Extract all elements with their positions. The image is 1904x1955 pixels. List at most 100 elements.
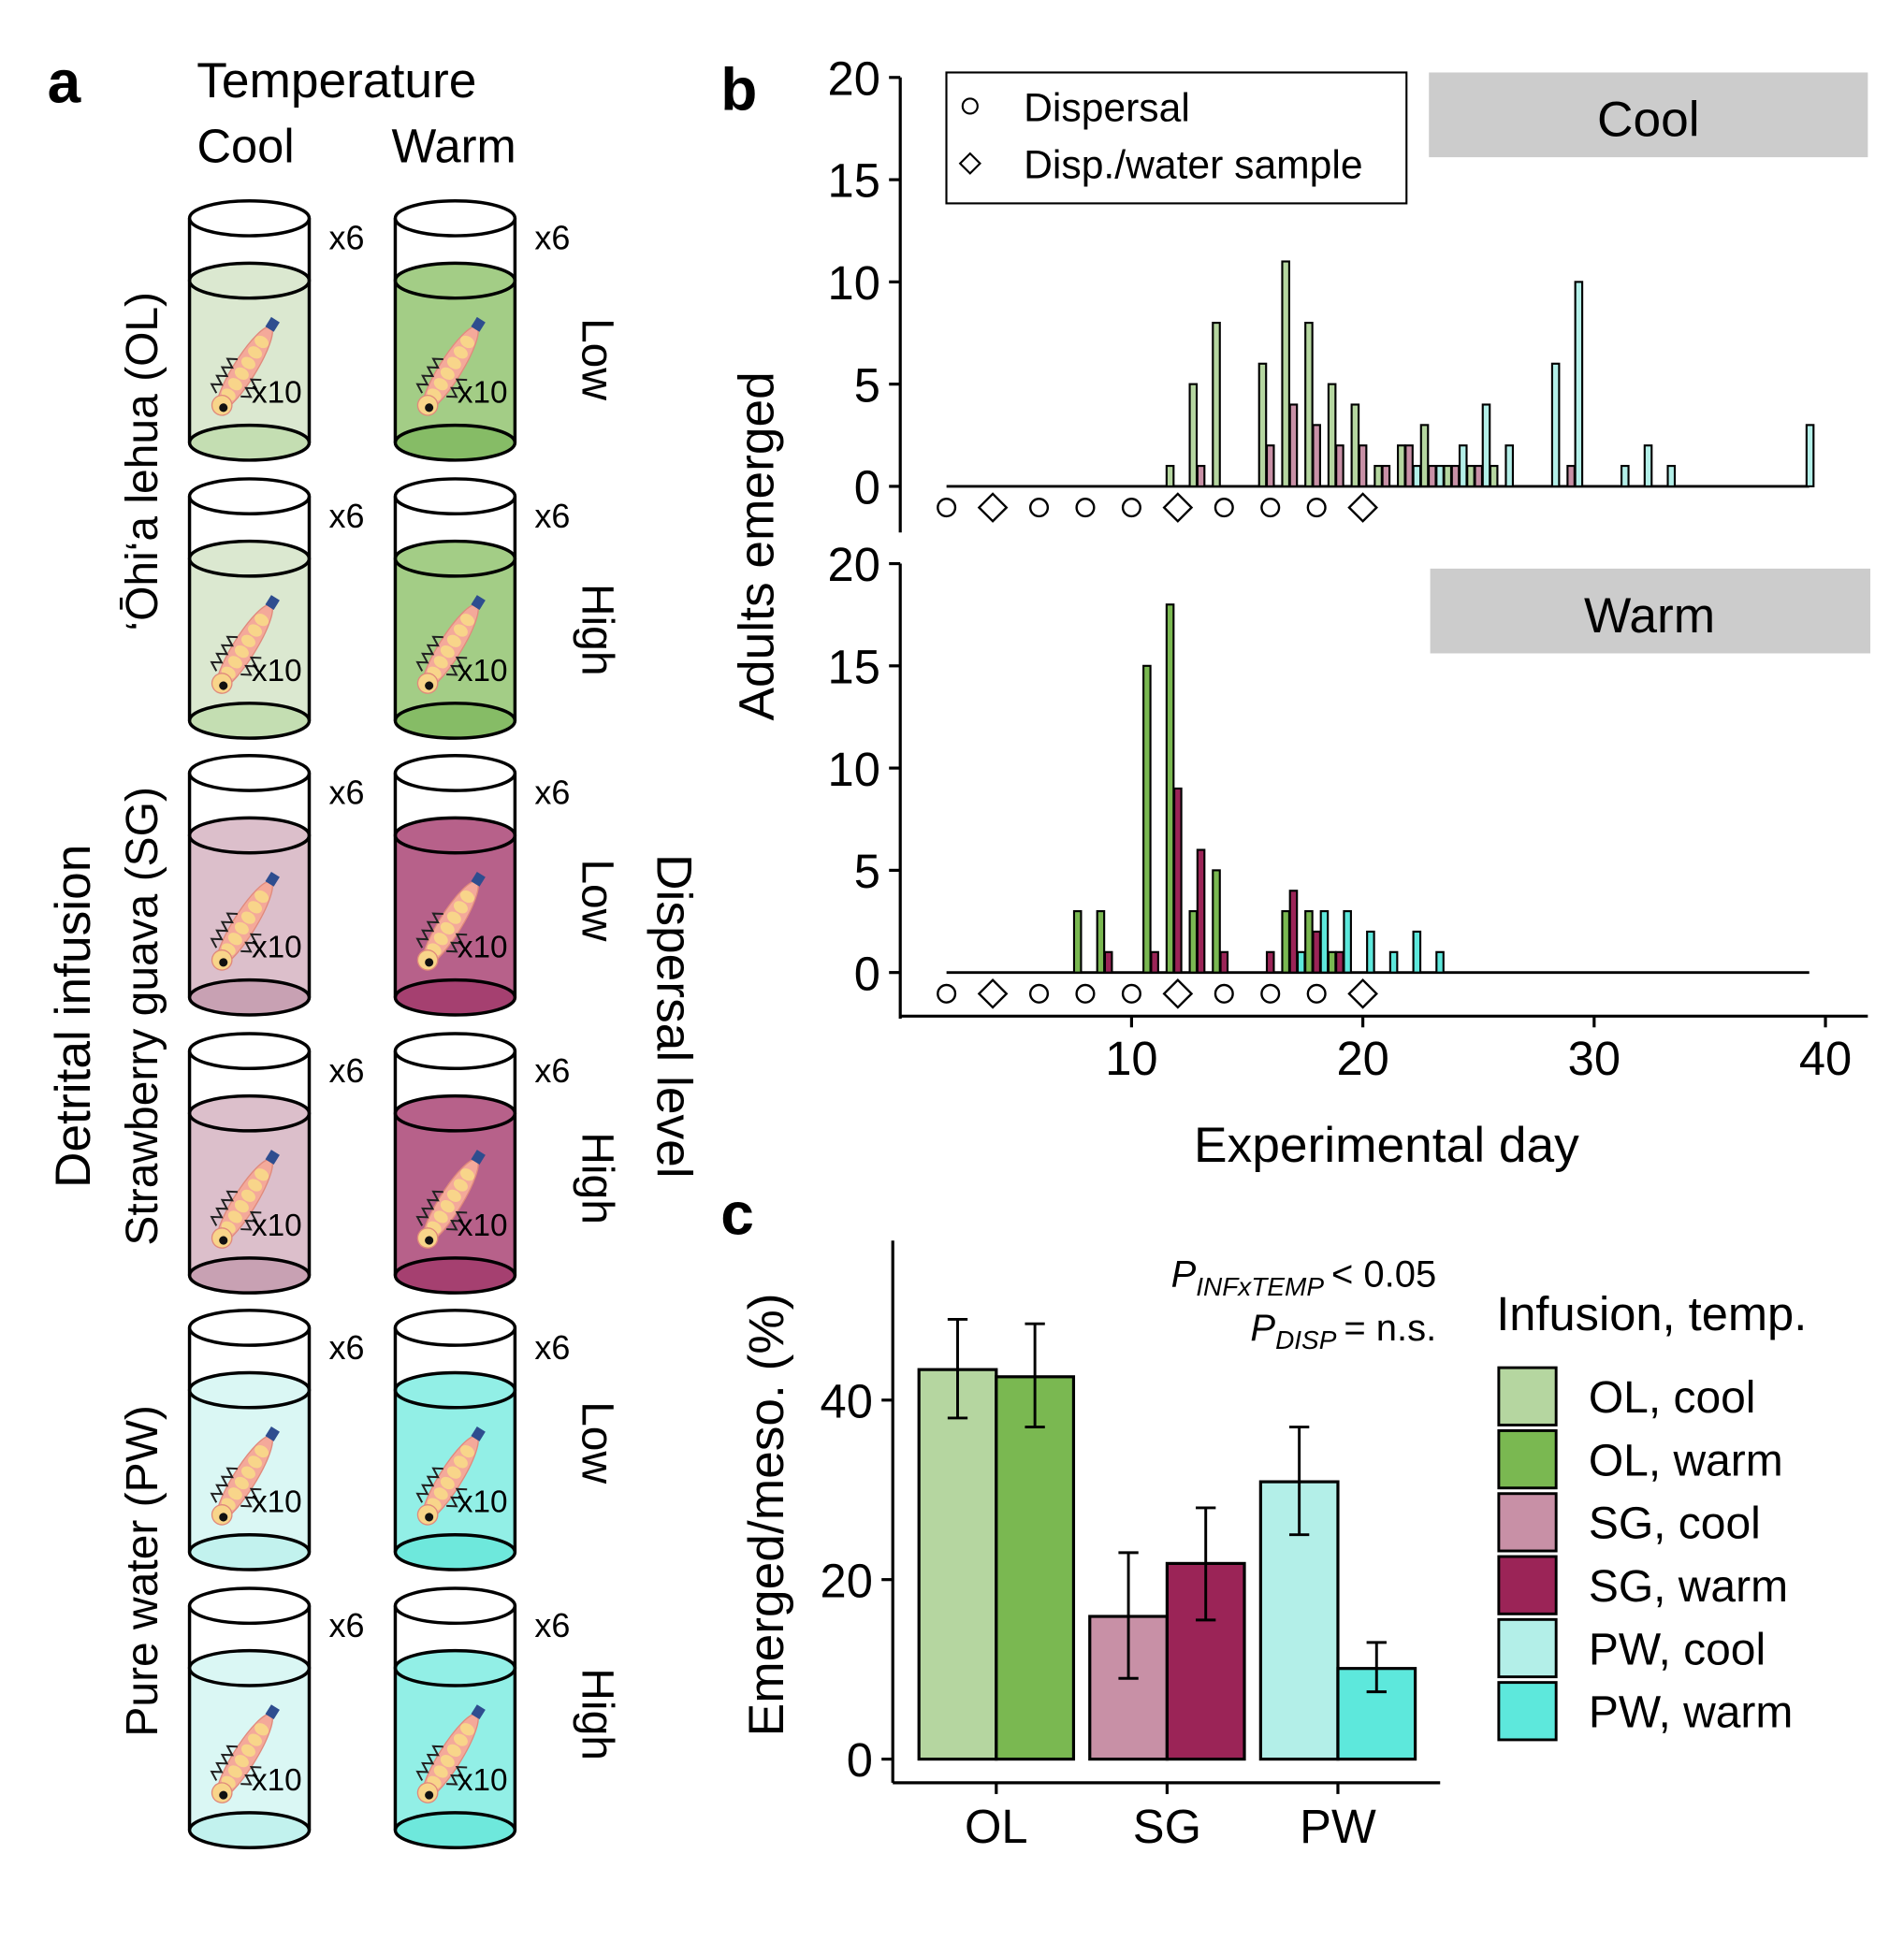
mesocosm-jar-pw-warm-low: x10 x6: [393, 1309, 570, 1571]
legend-items: OL, cool OL, warm SG, cool SG, warm PW, cool…: [1497, 1366, 1793, 1742]
y-tick-label: 20: [828, 538, 880, 591]
larvae-count-label: x10: [252, 376, 302, 411]
larva-segment: [248, 624, 263, 637]
larva-eye: [425, 958, 434, 967]
larva-bristles-bottom: [240, 933, 262, 953]
larva-siphon: [471, 1704, 486, 1720]
mesocosm-jar-sg-cool-low: x10 x6: [187, 754, 364, 1017]
larva-bristles-bottom: [240, 656, 262, 676]
panel-c-ylabel: Emerged/meso. (%): [739, 1293, 794, 1736]
larva-segment: [433, 1487, 448, 1500]
larva-segment: [433, 933, 448, 946]
bar-ol_cool: [1188, 383, 1199, 487]
panel-b-xlabel: Experimental day: [1194, 1118, 1579, 1173]
bar-sg_warm: [1288, 890, 1299, 974]
larva-segment: [240, 1466, 255, 1479]
panel-a-letter: a: [48, 48, 81, 115]
jar-base: [393, 1256, 517, 1295]
legend-label-ol_cool: OL, cool: [1589, 1373, 1756, 1423]
jar-base: [393, 978, 517, 1017]
larva-bristles-top: [415, 1190, 443, 1226]
strip-cool: [1429, 72, 1868, 158]
larva-bristles-top: [415, 912, 443, 949]
bar-sg_cool: [1566, 465, 1576, 487]
bar-sg_cool: [1358, 444, 1368, 487]
facet-warm: 0 5 10 15 20 10 20 30 40: [828, 538, 1868, 1085]
larva-segment: [254, 1723, 269, 1736]
dispersal-marker: [937, 498, 957, 518]
larva-segment: [234, 644, 249, 659]
larva-eye: [219, 1236, 228, 1245]
dispersal-marker: [1260, 498, 1281, 518]
larva-segment: [453, 346, 468, 359]
larvae-count-label: x10: [458, 1485, 508, 1520]
bar-pw_warm: [1366, 930, 1375, 974]
jar-base: [187, 1811, 312, 1849]
infusion-label-pw: Pure water (PW): [118, 1405, 167, 1737]
bar-ol_warm: [1281, 910, 1290, 974]
bar-pw_cool: [1504, 444, 1515, 487]
bar-sg_warm: [1103, 950, 1113, 974]
larva-segment: [433, 656, 448, 669]
x-tick-label: 40: [1799, 1032, 1852, 1085]
larva-bristles-bottom: [240, 1487, 262, 1508]
larva-bristles-top: [210, 357, 238, 394]
dispersal-marker: [937, 983, 957, 1004]
legend-dispersal-label: Dispersal: [1024, 85, 1190, 130]
legend-swatch-sg_warm: [1497, 1555, 1558, 1615]
larva-segment: [234, 1200, 249, 1213]
larva-segment: [446, 1466, 461, 1479]
panel-b-legend: Dispersal Disp./water sample: [945, 71, 1408, 205]
bar-pw_cool: [1621, 465, 1630, 487]
bar-ol_cool: [1257, 362, 1268, 487]
larva-icon: [415, 316, 486, 416]
jar-water-surface: [187, 816, 312, 855]
larva-segment: [440, 921, 455, 935]
larva-segment: [227, 1487, 242, 1500]
legend-swatch-ol_warm: [1497, 1428, 1558, 1490]
larva-icon: [415, 1150, 486, 1249]
jar-rim: [393, 1309, 517, 1347]
larva-siphon: [265, 595, 280, 610]
bar-ol_cool: [1327, 383, 1337, 487]
column-label-cool: Cool: [196, 119, 294, 172]
larva-bristles-top: [210, 1745, 238, 1781]
bar-ol_warm: [1327, 950, 1337, 974]
strip-cool-label: Cool: [1597, 92, 1700, 147]
larva-segment: [248, 1733, 263, 1746]
legend-dispersal-symbol: [961, 97, 979, 115]
bar-pw_warm: [1388, 950, 1399, 974]
panel-c-letter: c: [720, 1180, 754, 1248]
larvae-count-label: x10: [252, 1209, 302, 1243]
dispersal-axis-title: Dispersal level: [646, 854, 701, 1179]
x-tick-label-ol: OL: [965, 1800, 1028, 1853]
larva-segment: [240, 1744, 255, 1757]
jar-rim: [393, 754, 517, 792]
larva-bristles-top: [415, 635, 443, 672]
larva-icon: [415, 1426, 486, 1526]
larva-eye: [425, 403, 434, 413]
larva-bristles-bottom: [240, 1210, 262, 1231]
larva-icon: [210, 1150, 280, 1249]
bar-pw_cool: [1412, 465, 1422, 487]
larva-siphon: [265, 1704, 280, 1720]
jar-rim: [187, 1586, 312, 1626]
larva-bristles-top: [415, 1467, 443, 1503]
strip-warm: [1430, 568, 1871, 654]
larvae-count-label: x10: [458, 1763, 508, 1798]
panel-b-ylabel: Adults emerged: [729, 371, 784, 720]
bar-sg_warm: [1265, 950, 1275, 974]
dispersal-marker: [1121, 983, 1141, 1004]
jar-water-surface: [393, 539, 517, 578]
level-label-ol-low: Low: [572, 318, 621, 400]
mesocosm-jar-ol-warm-high: x10 x6: [393, 477, 570, 740]
mesocosm-jar-pw-cool-high: x10 x6: [187, 1586, 364, 1849]
panel-c-plot: 0 20 40 OL SG PW: [821, 1240, 1441, 1853]
larvae-count-label: x10: [458, 931, 508, 965]
larva-segment: [248, 346, 263, 359]
mesocosm-jar-ol-warm-low: x10 x6: [393, 199, 570, 462]
bar-sg_warm: [1335, 950, 1344, 974]
larva-segment: [453, 624, 468, 637]
level-label-pw-low: Low: [572, 1401, 621, 1484]
larvae-count-label: x10: [458, 376, 508, 411]
